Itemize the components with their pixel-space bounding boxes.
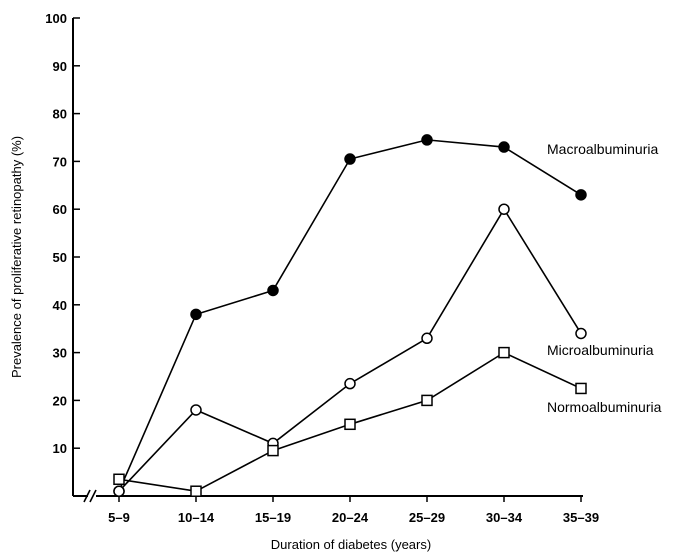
- normoalbuminuria-point: [344, 418, 356, 431]
- x-tick-label: 10–14: [178, 510, 215, 525]
- y-tick-label: 90: [53, 59, 67, 74]
- series-group: [113, 134, 587, 497]
- microalbuminuria-point: [190, 404, 202, 416]
- normoalbuminuria-point: [190, 485, 202, 497]
- y-axis-title: Prevalence of proliferative retinopathy …: [9, 136, 24, 378]
- y-tick-label: 60: [53, 202, 67, 217]
- y-tick-label: 30: [53, 346, 67, 361]
- x-tick-label: 30–34: [486, 510, 523, 525]
- macroalbuminuria-point: [267, 284, 279, 297]
- axis-break-marker: [83, 489, 97, 503]
- microalbuminuria-point: [113, 485, 125, 497]
- x-axis-title: Duration of diabetes (years): [271, 537, 431, 552]
- macroalbuminuria-point: [498, 141, 510, 153]
- x-tick-label: 5–9: [108, 510, 130, 525]
- x-tick-label: 25–29: [409, 510, 445, 525]
- y-tick-group: 10 20 30 40 50 60 70 80 90 100: [45, 11, 80, 456]
- microalbuminuria-point: [421, 332, 433, 345]
- y-tick-label: 80: [53, 107, 67, 122]
- y-tick-label: 100: [45, 11, 67, 26]
- x-tick-label: 35–39: [563, 510, 599, 525]
- x-tick-group: 5–9 10–14 15–19 20–24 25–29 30–34 35–39: [108, 496, 599, 525]
- y-tick-label: 10: [53, 441, 67, 456]
- microalbuminuria-point: [575, 327, 587, 340]
- microalbuminuria-label: Microalbuminuria: [547, 342, 654, 358]
- normoalbuminuria-point: [267, 444, 279, 457]
- series-label-group: Macroalbuminuria Microalbuminuria Normoalb…: [547, 141, 662, 415]
- macroalbuminuria-line: [118, 139, 582, 492]
- macroalbuminuria-point: [421, 134, 433, 146]
- macroalbuminuria-point: [190, 308, 202, 321]
- macroalbuminuria-label: Macroalbuminuria: [547, 141, 658, 157]
- x-tick-label: 15–19: [255, 510, 291, 525]
- x-axis: [73, 489, 583, 503]
- normoalbuminuria-point: [421, 394, 433, 407]
- y-tick-label: 70: [53, 154, 67, 169]
- x-tick-label: 20–24: [332, 510, 369, 525]
- normoalbuminuria-point: [498, 346, 510, 359]
- microalbuminuria-point: [498, 203, 510, 215]
- y-tick-label: 20: [53, 393, 67, 408]
- normoalbuminuria-label: Normoalbuminuria: [547, 399, 662, 415]
- y-tick-label: 50: [53, 250, 67, 265]
- y-tick-label: 40: [53, 298, 67, 313]
- normoalbuminuria-point: [113, 473, 125, 486]
- microalbuminuria-point: [344, 377, 356, 390]
- macroalbuminuria-point: [575, 189, 587, 201]
- macroalbuminuria-point: [344, 153, 356, 165]
- normoalbuminuria-point: [575, 382, 587, 395]
- microalbuminuria-line: [118, 207, 582, 492]
